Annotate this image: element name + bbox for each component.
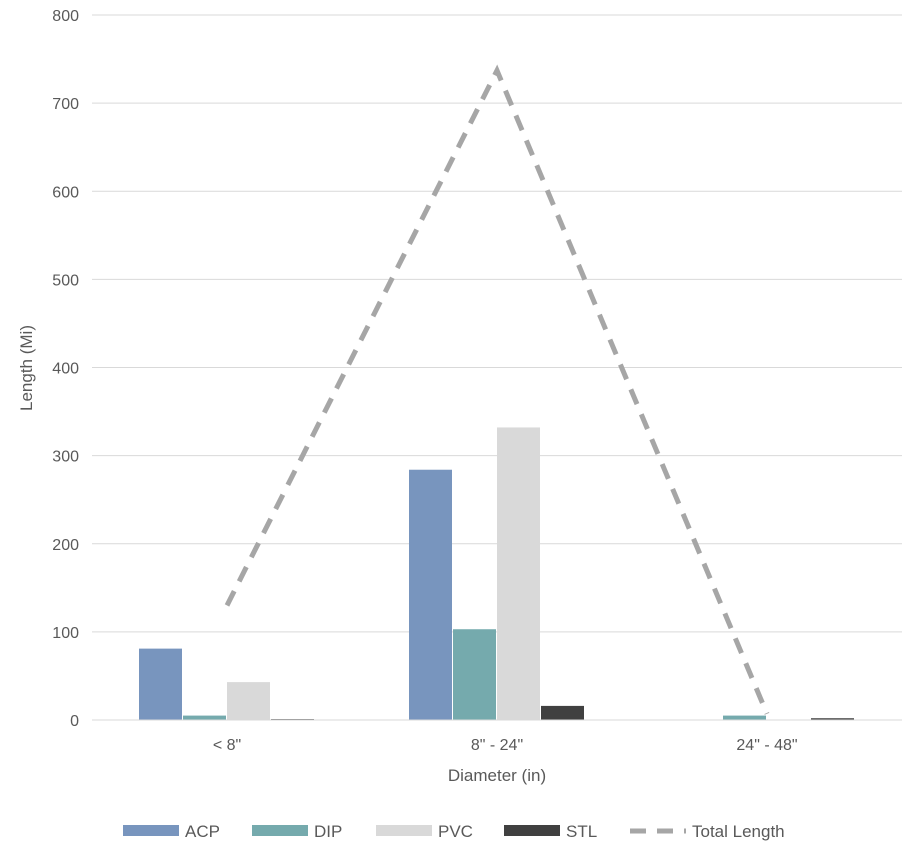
y-tick-label: 200 [52,537,79,554]
legend-swatch [252,825,308,836]
line-total-length [224,64,770,715]
y-tick-label: 0 [70,713,79,730]
y-tick-label: 400 [52,361,79,378]
y-tick-label: 100 [52,625,79,642]
legend-label: DIP [314,822,342,841]
bar-stl [811,718,854,720]
total-length-line [224,64,770,715]
legend-label: PVC [438,822,473,841]
y-tick-label: 800 [52,8,79,25]
legend: ACP DIP PVC STL Total Length [123,822,785,841]
bar-dip [183,715,226,720]
y-axis-ticks: 0 100 200 300 400 500 600 700 800 [52,8,79,730]
y-axis-title: Length (Mi) [17,325,36,411]
bar-dip [723,715,766,720]
legend-label: Total Length [692,822,785,841]
y-tick-label: 300 [52,449,79,466]
bar-stl [541,705,584,720]
x-axis-title: Diameter (in) [448,766,546,785]
bar-acp [139,648,182,720]
legend-swatch [123,825,179,836]
bar-acp [409,469,452,720]
legend-label: STL [566,822,597,841]
x-tick-label: < 8" [213,737,241,754]
legend-label: ACP [185,822,220,841]
y-tick-label: 600 [52,184,79,201]
y-tick-label: 700 [52,96,79,113]
legend-swatch [504,825,560,836]
x-tick-label: 24" - 48" [736,737,797,754]
bar-pvc [227,682,270,720]
x-axis-ticks: < 8" 8" - 24" 24" - 48" [213,737,798,754]
bar-dip [453,629,496,720]
bars [139,427,854,720]
legend-swatch [376,825,432,836]
x-tick-label: 8" - 24" [471,737,523,754]
bar-pvc [497,427,540,720]
y-tick-label: 500 [52,272,79,289]
